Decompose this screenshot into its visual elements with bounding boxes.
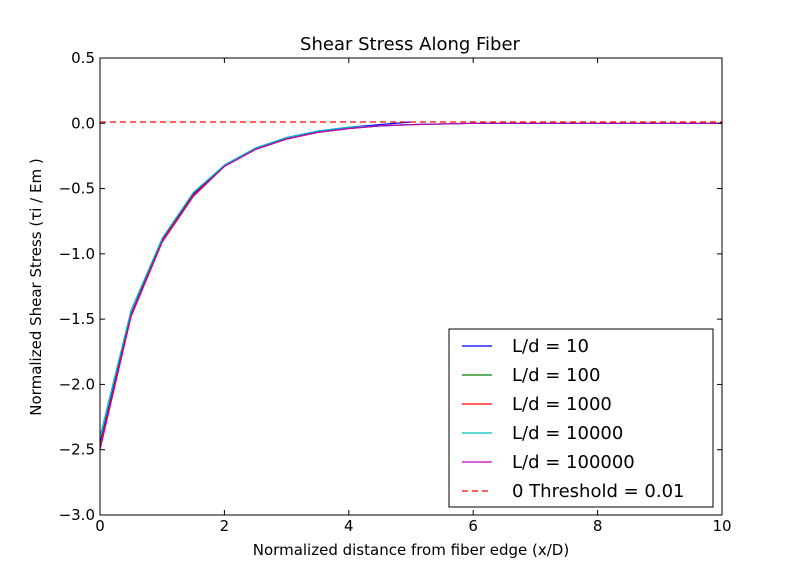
x-tick-label: 6 [468,517,478,535]
y-tick-label: −0.5 [59,180,95,198]
series-line-0 [99,121,412,444]
legend-label-5: 0 Threshold = 0.01 [512,481,685,502]
y-tick-label: −2.0 [59,375,95,393]
legend-items: L/d = 10 L/d = 100 L/d = 1000 L/d = 10000 L/… [462,336,685,502]
x-tick-label: 10 [712,517,731,535]
x-tick-label: 0 [95,517,105,535]
y-tick-label: −1.5 [59,310,95,328]
x-tick-label: 4 [344,517,354,535]
legend-label-0: L/d = 10 [512,336,589,357]
legend: L/d = 10 L/d = 100 L/d = 1000 L/d = 10000 L/… [448,328,714,508]
y-tick-label: 0.5 [71,49,95,67]
plot-frame [99,57,723,516]
legend-label-1: L/d = 100 [512,365,600,386]
series-layer [99,121,722,450]
chart-title: Shear Stress Along Fiber [300,34,521,55]
legend-label-2: L/d = 1000 [512,394,612,415]
y-tick-label: −3.0 [59,506,95,524]
legend-label-4: L/d = 100000 [512,452,635,473]
y-tick-label: 0.0 [71,114,95,132]
y-tick-label: −2.5 [59,441,95,459]
legend-frame [448,328,714,508]
y-axis-label: Normalized Shear Stress (τi / Em ) [27,158,45,415]
legend-label-3: L/d = 10000 [512,423,623,444]
series-line-4 [99,122,722,450]
x-tick-label: 8 [593,517,603,535]
x-tick-label: 2 [220,517,230,535]
y-tick-label: −1.0 [59,245,95,263]
x-axis-label: Normalized distance from fiber edge (x/D… [253,541,569,559]
ticks-layer: 0 2 4 6 8 10 0.5 0.0 −0.5 −1.0 −1.5 −2.0 −2.5 −3.0 [59,49,732,535]
